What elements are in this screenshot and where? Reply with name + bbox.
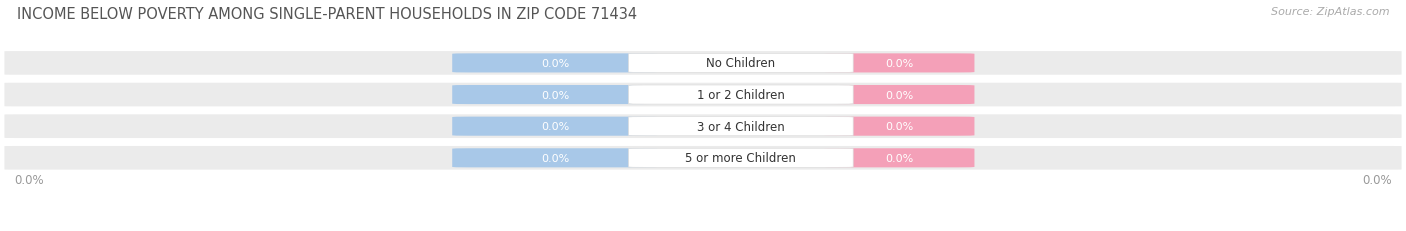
FancyBboxPatch shape	[453, 149, 658, 168]
FancyBboxPatch shape	[453, 86, 658, 105]
Text: 0.0%: 0.0%	[886, 90, 914, 100]
Text: INCOME BELOW POVERTY AMONG SINGLE-PARENT HOUSEHOLDS IN ZIP CODE 71434: INCOME BELOW POVERTY AMONG SINGLE-PARENT…	[17, 7, 637, 22]
FancyBboxPatch shape	[3, 145, 1403, 171]
FancyBboxPatch shape	[824, 117, 974, 136]
FancyBboxPatch shape	[3, 113, 1403, 140]
Text: No Children: No Children	[706, 57, 776, 70]
Text: 0.0%: 0.0%	[886, 122, 914, 132]
FancyBboxPatch shape	[3, 50, 1403, 77]
FancyBboxPatch shape	[628, 149, 853, 168]
Text: 5 or more Children: 5 or more Children	[686, 152, 796, 165]
Text: 1 or 2 Children: 1 or 2 Children	[697, 89, 785, 102]
FancyBboxPatch shape	[453, 117, 658, 136]
Text: 0.0%: 0.0%	[886, 153, 914, 163]
FancyBboxPatch shape	[3, 82, 1403, 108]
Text: 0.0%: 0.0%	[541, 59, 569, 69]
Text: 0.0%: 0.0%	[886, 59, 914, 69]
FancyBboxPatch shape	[628, 54, 853, 73]
Text: 0.0%: 0.0%	[14, 174, 44, 187]
FancyBboxPatch shape	[824, 149, 974, 168]
Text: Source: ZipAtlas.com: Source: ZipAtlas.com	[1271, 7, 1389, 17]
Text: 0.0%: 0.0%	[541, 153, 569, 163]
Text: 0.0%: 0.0%	[541, 122, 569, 132]
FancyBboxPatch shape	[824, 86, 974, 105]
Text: 3 or 4 Children: 3 or 4 Children	[697, 120, 785, 133]
FancyBboxPatch shape	[453, 54, 658, 73]
Text: 0.0%: 0.0%	[541, 90, 569, 100]
FancyBboxPatch shape	[628, 86, 853, 105]
Text: 0.0%: 0.0%	[1362, 174, 1392, 187]
FancyBboxPatch shape	[628, 117, 853, 136]
FancyBboxPatch shape	[824, 54, 974, 73]
